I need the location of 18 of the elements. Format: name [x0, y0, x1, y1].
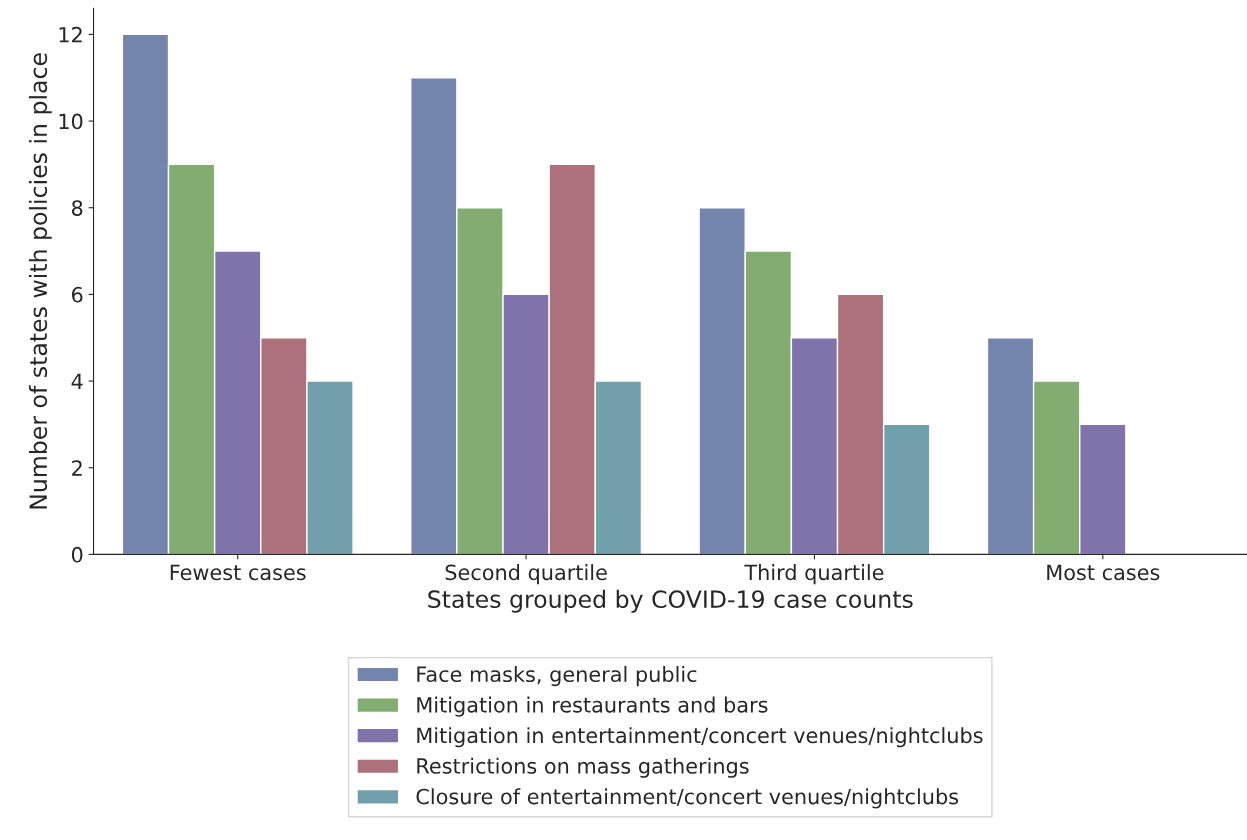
- y-tick-label: 2: [72, 460, 82, 476]
- y-tick-label: 12: [59, 26, 82, 43]
- y-tick-label: 8: [71, 200, 83, 216]
- legend-label: Restrictions on mass gatherings: [417, 757, 749, 778]
- x-tick-label: Second quartile: [445, 564, 607, 585]
- x-tick-label: Third quartile: [744, 564, 884, 585]
- legend-label: Mitigation in entertainment/concert venues/nightclubs: [417, 727, 983, 748]
- y-tick-label: 0: [71, 546, 83, 563]
- legend-label: Mitigation in restaurants and bars: [417, 696, 768, 717]
- y-axis-title: Number of states with policies in place: [28, 53, 52, 509]
- y-tick-label: 4: [71, 373, 83, 389]
- x-axis-title: States grouped by COVID-19 case counts: [428, 589, 913, 613]
- y-tick-label: 10: [59, 113, 83, 130]
- x-tick-label: Fewest cases: [170, 564, 306, 581]
- legend-label: Closure of entertainment/concert venues/nightclubs: [416, 788, 959, 809]
- y-tick-label: 6: [72, 286, 83, 303]
- legend-label: Face masks, general public: [417, 665, 697, 687]
- x-tick-label: Most cases: [1047, 564, 1160, 581]
